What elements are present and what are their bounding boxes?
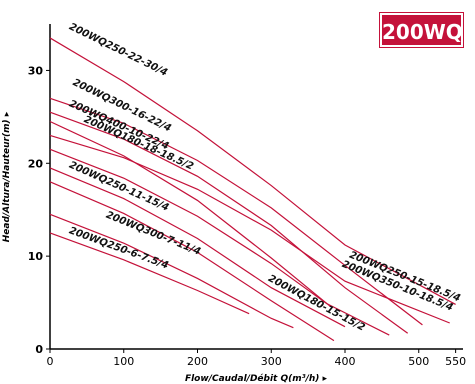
series-line — [49, 148, 390, 336]
y-tick-label: 10 — [28, 250, 44, 263]
series-line — [49, 213, 294, 329]
x-tick-label: 300 — [261, 355, 282, 368]
series-line — [49, 97, 423, 326]
curve-label: 200WQ180-15-15/2 — [266, 273, 367, 333]
curve-label: 200WQ250-11-15/4 — [67, 160, 170, 214]
model-badge: 200WQ — [380, 13, 463, 47]
x-tick-label: 200 — [187, 355, 208, 368]
axes — [49, 24, 463, 350]
x-ticks: 0 100 200 300 400 500 550 — [47, 349, 466, 368]
series-line — [49, 37, 456, 305]
series-line — [49, 167, 346, 328]
curve-labels: 200WQ250-22-30/4200WQ300-16-22/4200WQ400… — [67, 21, 462, 333]
curve-label: 200WQ250-22-30/4 — [67, 21, 169, 78]
performance-curves — [49, 37, 456, 342]
y-axis-label: Head/Altura/Hauteur(m) ▸ — [2, 111, 12, 242]
series-line — [49, 111, 409, 334]
x-tick-label: 400 — [335, 355, 356, 368]
x-tick-label: 100 — [113, 355, 134, 368]
x-axis-label: Flow/Caudal/Débit Q(m³/h) ▸ — [185, 373, 328, 384]
x-tick-label: 550 — [445, 355, 466, 368]
series-line — [49, 181, 335, 342]
series-line — [49, 134, 450, 324]
x-tick-label: 500 — [408, 355, 429, 368]
y-ticks: 0 10 20 30 — [28, 64, 50, 356]
y-tick-label: 0 — [35, 343, 43, 356]
y-tick-label: 30 — [28, 64, 44, 77]
series-line — [49, 232, 250, 315]
y-tick-label: 20 — [28, 157, 44, 170]
series-line — [49, 120, 331, 307]
x-tick-label: 0 — [47, 355, 54, 368]
